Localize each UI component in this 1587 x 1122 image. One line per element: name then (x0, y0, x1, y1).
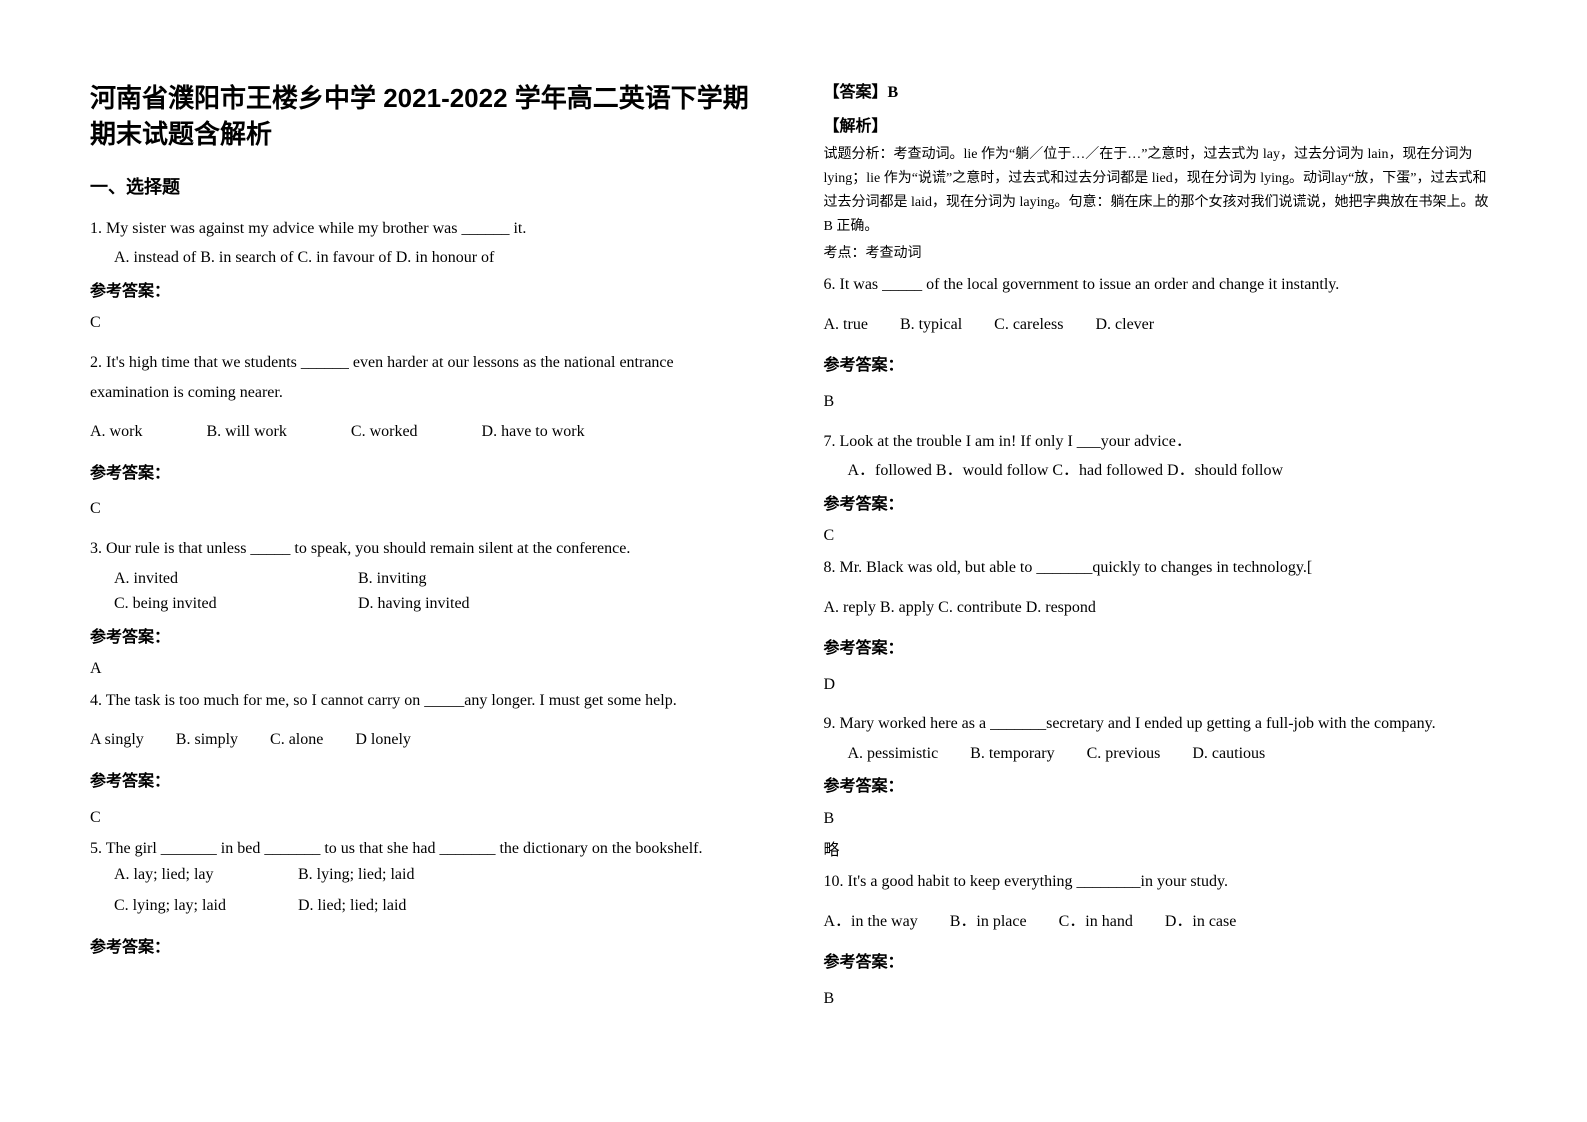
question-5-row1: A. lay; lied; lay B. lying; lied; laid (90, 862, 764, 888)
opt-a: A. invited (114, 566, 354, 592)
question-5-row2: C. lying; lay; laid D. lied; lied; laid (90, 893, 764, 919)
answer-label: 参考答案： (824, 492, 1498, 518)
opt-b: B. lying; lied; laid (298, 866, 414, 883)
opt-c: C．in hand (1059, 913, 1133, 930)
question-1-options: A. instead of B. in search of C. in favo… (90, 245, 764, 271)
question-6: 6. It was _____ of the local government … (824, 272, 1498, 298)
answer-label: 参考答案： (824, 353, 1498, 379)
answer-label: 参考答案： (90, 769, 764, 795)
opt-b: B．in place (950, 913, 1027, 930)
opt-b: B. typical (900, 316, 962, 333)
page-title: 河南省濮阳市王楼乡中学 2021-2022 学年高二英语下学期期末试题含解析 (90, 80, 764, 153)
question-5: 5. The girl _______ in bed _______ to us… (90, 836, 764, 862)
opt-a: A. pessimistic (848, 745, 939, 762)
omit-text: 略 (824, 838, 1498, 864)
analysis-text: 试题分析：考查动词。lie 作为“躺／位于…／在于…”之意时，过去式为 lay，… (824, 143, 1498, 238)
question-2: 2. It's high time that we students _____… (90, 350, 764, 376)
answer-value: B (824, 389, 1498, 415)
question-3-row2: C. being invited D. having invited (90, 591, 764, 617)
opt-b: B. simply (176, 731, 238, 748)
opt-b: B. inviting (358, 570, 426, 587)
answer-value: D (824, 672, 1498, 698)
opt-b: B. temporary (970, 745, 1054, 762)
answer-label: 参考答案： (90, 935, 764, 961)
opt-c: C. careless (994, 316, 1063, 333)
answer-value: B (824, 986, 1498, 1012)
right-column: 【答案】B 【解析】 试题分析：考查动词。lie 作为“躺／位于…／在于…”之意… (794, 80, 1528, 1082)
analysis-point: 考点：考查动词 (824, 242, 1498, 266)
answer-label: 参考答案： (824, 636, 1498, 662)
question-8: 8. Mr. Black was old, but able to ______… (824, 555, 1498, 581)
answer-value: C (90, 805, 764, 831)
question-2-options: A. work B. will work C. worked D. have t… (90, 419, 764, 445)
question-9: 9. Mary worked here as a _______secretar… (824, 711, 1498, 737)
question-3: 3. Our rule is that unless _____ to spea… (90, 536, 764, 562)
opt-d: D. cautious (1192, 745, 1265, 762)
question-4: 4. The task is too much for me, so I can… (90, 688, 764, 714)
question-9-options: A. pessimistic B. temporary C. previous … (824, 741, 1498, 767)
analysis-tag: 【解析】 (824, 114, 1498, 140)
answer-label: 参考答案： (90, 625, 764, 651)
question-2-line2: examination is coming nearer. (90, 380, 764, 406)
opt-c: C. previous (1087, 745, 1161, 762)
opt-a: A．in the way (824, 913, 918, 930)
section-heading: 一、选择题 (90, 173, 764, 202)
answer-label: 参考答案： (90, 279, 764, 305)
question-7-options: A．followed B．would follow C．had followed… (824, 458, 1498, 484)
left-column: 河南省濮阳市王楼乡中学 2021-2022 学年高二英语下学期期末试题含解析 一… (60, 80, 794, 1082)
answer-value: C (90, 496, 764, 522)
opt-c: C. alone (270, 731, 323, 748)
opt-c: C. worked (351, 423, 418, 440)
opt-d: D. have to work (482, 423, 585, 440)
question-8-options: A. reply B. apply C. contribute D. respo… (824, 595, 1498, 621)
opt-a: A. work (90, 423, 142, 440)
opt-a: A singly (90, 731, 144, 748)
opt-d: D. lied; lied; laid (298, 897, 406, 914)
question-10: 10. It's a good habit to keep everything… (824, 869, 1498, 895)
answer-value: C (824, 523, 1498, 549)
question-7: 7. Look at the trouble I am in! If only … (824, 429, 1498, 455)
opt-a: A. lay; lied; lay (114, 862, 294, 888)
question-1: 1. My sister was against my advice while… (90, 216, 764, 242)
question-4-options: A singly B. simply C. alone D lonely (90, 727, 764, 753)
answer-label: 参考答案： (824, 950, 1498, 976)
question-10-options: A．in the way B．in place C．in hand D．in c… (824, 909, 1498, 935)
opt-d: D. having invited (358, 595, 470, 612)
opt-a: A. true (824, 316, 868, 333)
answer-value: C (90, 310, 764, 336)
answer-value: A (90, 656, 764, 682)
answer-label: 参考答案： (90, 461, 764, 487)
question-6-options: A. true B. typical C. careless D. clever (824, 312, 1498, 338)
opt-d: D. clever (1095, 316, 1154, 333)
question-3-row1: A. invited B. inviting (90, 566, 764, 592)
answer-value: B (824, 806, 1498, 832)
opt-b: B. will work (206, 423, 286, 440)
answer-label: 参考答案： (824, 774, 1498, 800)
opt-d: D lonely (355, 731, 411, 748)
opt-d: D．in case (1165, 913, 1237, 930)
answer-tag: 【答案】B (824, 80, 1498, 106)
opt-c: C. being invited (114, 591, 354, 617)
opt-c: C. lying; lay; laid (114, 893, 294, 919)
